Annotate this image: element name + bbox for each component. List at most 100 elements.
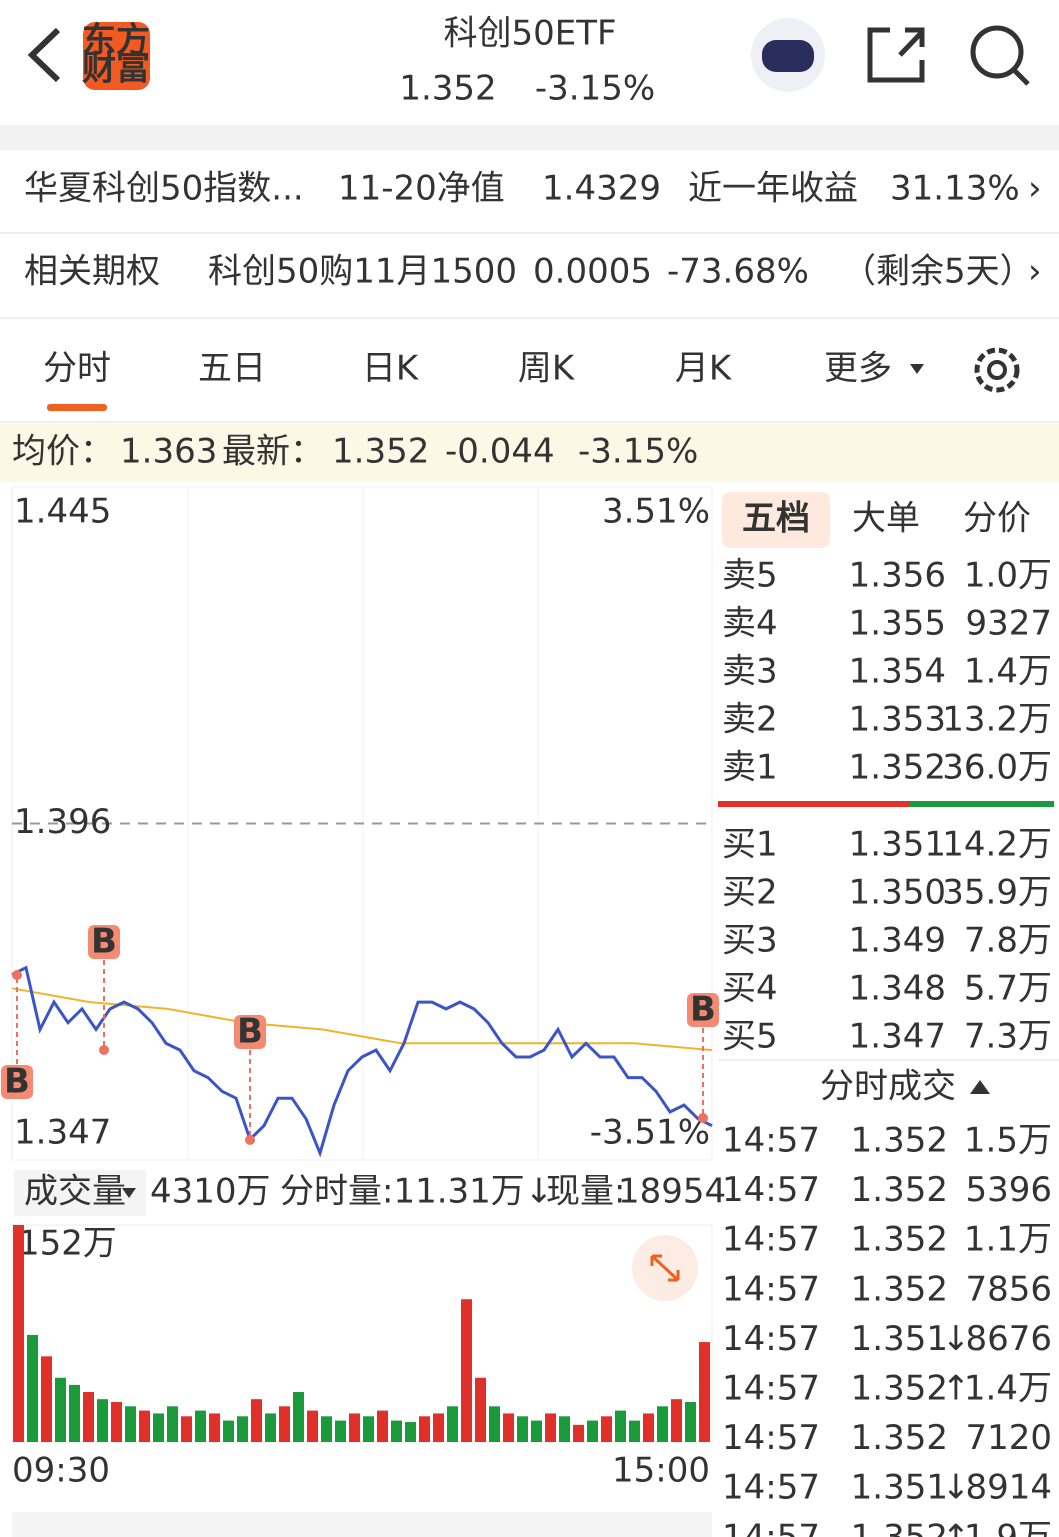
trade-volume: 1.5万	[964, 1121, 1052, 1161]
tab[interactable]: 分时	[43, 349, 111, 389]
marker-label: B	[690, 990, 716, 1030]
book-level: 买5	[722, 1017, 778, 1057]
y2-tick-label: -3.51%	[590, 1113, 710, 1153]
trades-title: 分时成交	[820, 1067, 956, 1107]
dropdown-arrow	[122, 1188, 136, 1198]
quote-bar	[0, 424, 1059, 482]
settings-core	[987, 360, 1007, 380]
page-title: 科创50ETF	[443, 14, 616, 54]
y-tick-label: 152万	[18, 1224, 117, 1264]
back-button[interactable]	[27, 27, 61, 83]
volume-bar	[475, 1377, 486, 1442]
marker-badge	[1, 1065, 33, 1099]
panel-tab[interactable]: 大单	[852, 499, 920, 539]
tab[interactable]: 月K	[675, 349, 733, 389]
volume-bar	[13, 1225, 24, 1442]
volume-bar	[69, 1384, 80, 1442]
trade-price: 1.352	[851, 1369, 948, 1409]
search-handle	[1012, 68, 1030, 86]
book-level: 买1	[722, 825, 778, 865]
avg-label: 均价：	[12, 432, 114, 472]
volume-bar	[391, 1420, 402, 1442]
nav-value: 1.4329	[542, 169, 661, 209]
header-price: 1.352	[399, 69, 496, 109]
tab[interactable]: 日K	[362, 349, 420, 389]
book-price: 1.347	[849, 1017, 946, 1057]
book-level: 买3	[722, 921, 778, 961]
trade-time: 14:57	[722, 1369, 820, 1409]
scrollbar[interactable]	[12, 1512, 712, 1537]
logo[interactable]	[83, 22, 150, 90]
option-change: -73.68%	[667, 252, 809, 292]
volume-bar	[265, 1413, 276, 1442]
volume-bar	[685, 1402, 696, 1442]
current-volume: 18954	[618, 1172, 726, 1212]
header-change: -3.15%	[535, 69, 655, 109]
trade-time: 14:57	[722, 1468, 820, 1508]
volume-bar	[615, 1410, 626, 1442]
last-label: 最新：	[222, 432, 324, 472]
volume-bar	[699, 1342, 710, 1442]
book-level: 卖5	[722, 556, 778, 596]
trade-time: 14:57	[722, 1269, 820, 1309]
trade-arrow: ↓	[942, 1319, 971, 1359]
volume-bar	[223, 1420, 234, 1442]
settings-icon[interactable]	[974, 347, 1020, 393]
return-label: 近一年收益	[688, 169, 858, 209]
volume-bar	[377, 1410, 388, 1442]
book-volume: 1.0万	[964, 556, 1052, 596]
trade-time: 14:57	[722, 1121, 820, 1161]
volume-bar	[335, 1420, 346, 1442]
volume-bar	[139, 1410, 150, 1442]
volume-bar	[209, 1413, 220, 1442]
trade-time: 14:57	[722, 1319, 820, 1359]
tab-underline	[47, 404, 107, 411]
trade-volume: 8914	[965, 1468, 1052, 1508]
active-panel-tab[interactable]	[722, 492, 830, 548]
volume-selector[interactable]	[14, 1170, 146, 1216]
current-label: 现量:	[546, 1172, 625, 1212]
book-price: 1.352	[849, 748, 946, 788]
option-price: 0.0005	[533, 252, 652, 292]
panel-tab[interactable]: 分价	[963, 499, 1031, 539]
book-price: 1.348	[849, 969, 946, 1009]
minute-volume: 分时量:11.31万↓	[280, 1172, 553, 1212]
volume-bar	[503, 1413, 514, 1442]
expand-icon	[650, 1254, 680, 1282]
volume-bar	[41, 1356, 52, 1442]
marker-dot	[99, 1045, 109, 1055]
trade-volume: 8676	[965, 1319, 1052, 1359]
search-icon[interactable]	[970, 25, 1024, 79]
chevron: ›	[1028, 252, 1042, 292]
change-value: -0.044	[445, 432, 555, 472]
volume-chart-frame	[11, 1224, 713, 1443]
trade-price: 1.352	[851, 1517, 948, 1537]
tab[interactable]: 周K	[518, 349, 576, 389]
volume-bar	[419, 1416, 430, 1442]
book-volume: 1.4万	[964, 652, 1052, 692]
volume-bar	[83, 1392, 94, 1442]
return-value: 31.13%	[890, 169, 1020, 209]
x-label: 15:00	[612, 1451, 710, 1491]
volume-bar	[601, 1416, 612, 1442]
trade-time: 14:57	[722, 1170, 820, 1210]
trade-arrow: ↓	[942, 1468, 971, 1508]
book-price: 1.349	[849, 921, 946, 961]
avg-value: 1.363	[120, 432, 217, 472]
book-price: 1.355	[849, 604, 946, 644]
trade-price: 1.352	[851, 1170, 948, 1210]
chevron: ›	[1028, 169, 1042, 209]
volume-bar	[181, 1416, 192, 1442]
book-price: 1.354	[849, 652, 946, 692]
book-price: 1.353	[849, 700, 946, 740]
tab[interactable]: 更多	[824, 349, 892, 389]
share-icon[interactable]	[867, 27, 925, 83]
volume-bar	[545, 1413, 556, 1442]
panel-tab[interactable]: 五档	[742, 499, 810, 539]
trade-price: 1.351	[851, 1468, 948, 1508]
volume-bar	[307, 1410, 318, 1442]
trade-price: 1.352	[851, 1220, 948, 1260]
tab[interactable]: 五日	[198, 349, 266, 389]
x-label: 09:30	[12, 1451, 110, 1491]
